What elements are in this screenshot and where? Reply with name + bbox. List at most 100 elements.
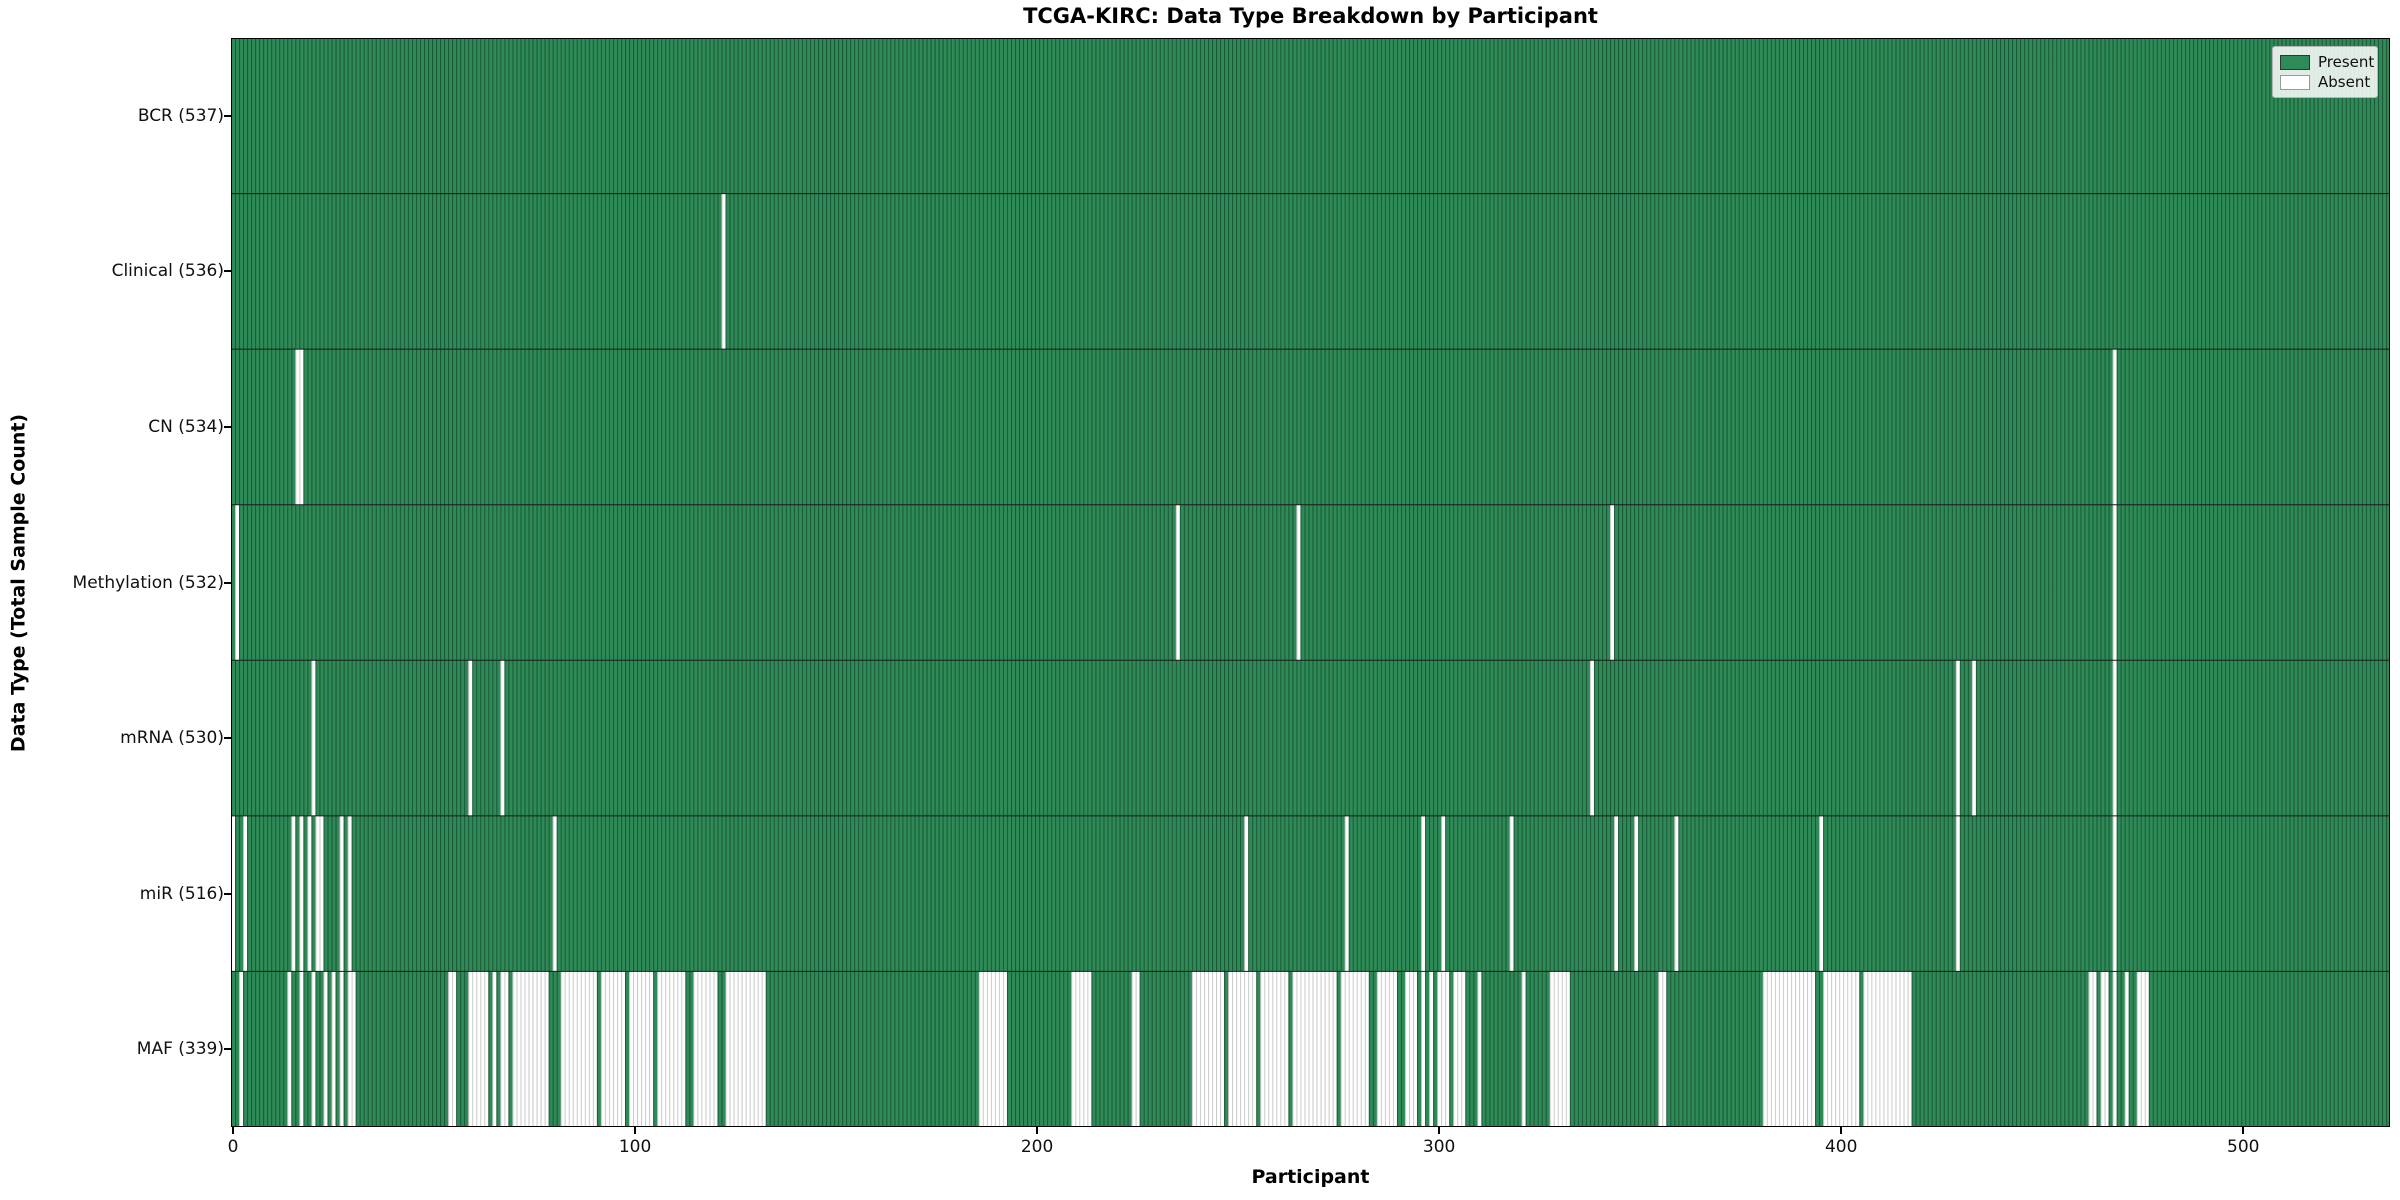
row-miR-absent-segment [1421, 815, 1426, 972]
ytick-mark [224, 270, 231, 273]
row-Methylation-absent-segment [1296, 504, 1301, 661]
row-MAF-absent-segment [239, 971, 244, 1127]
row-BCR-present [231, 38, 2390, 194]
row-MAF-absent-segment [1404, 971, 1418, 1127]
chart-title: TCGA-KIRC: Data Type Breakdown by Partic… [1023, 4, 1598, 28]
row-MAF-absent-segment [1477, 971, 1482, 1127]
xtick-mark [2242, 1127, 2245, 1134]
row-MAF-absent-segment [657, 971, 686, 1127]
row-MAF-absent-segment [1260, 971, 1289, 1127]
row-mRNA-absent-segment [1589, 660, 1594, 816]
ytick-label-mRNA: mRNA (530) [120, 728, 224, 749]
row-mRNA-absent-segment [500, 660, 505, 816]
row-MAF-absent-segment [978, 971, 1007, 1127]
row-mRNA-absent-segment [2112, 660, 2117, 816]
row-MAF-absent-segment [1437, 971, 1450, 1127]
row-MAF-absent-segment [560, 971, 597, 1127]
row-MAF-absent-segment [1292, 971, 1337, 1127]
ytick-mark [224, 1048, 231, 1051]
row-Methylation-absent-segment [1175, 504, 1180, 661]
row-MAF-absent-segment [725, 971, 766, 1127]
row-MAF-absent-segment [492, 971, 497, 1127]
row-mRNA-absent-segment [1955, 660, 1960, 816]
heatmap-svg [230, 37, 2391, 1128]
xtick-mark [1840, 1127, 1843, 1134]
legend-item-present: Present [2280, 52, 2374, 72]
row-mRNA-absent-segment [1971, 660, 1976, 816]
row-MAF-absent-segment [1131, 971, 1140, 1127]
row-Methylation-absent-segment [2112, 504, 2117, 661]
row-MAF-absent-segment [287, 971, 292, 1127]
row-miR-absent-segment [1441, 815, 1446, 972]
row-Methylation-absent-segment [235, 504, 240, 661]
row-MAF-absent-segment [1191, 971, 1225, 1127]
plot-area [230, 37, 2391, 1128]
row-miR-absent-segment [339, 815, 344, 972]
row-MAF-absent-segment [2136, 971, 2149, 1127]
xtick-mark [1036, 1127, 1039, 1134]
legend-label-absent: Absent [2318, 73, 2371, 91]
legend-swatch-absent [2280, 74, 2310, 90]
row-mRNA-present [231, 660, 2390, 816]
row-Clinical-present [231, 193, 2390, 350]
row-miR-absent-segment [1634, 815, 1639, 972]
row-miR-absent-segment [552, 815, 557, 972]
row-MAF-absent-segment [1376, 971, 1397, 1127]
row-MAF-absent-segment [1658, 971, 1667, 1127]
ytick-label-miR: miR (516) [139, 883, 224, 904]
row-MAF-absent-segment [2100, 971, 2109, 1127]
row-mRNA-absent-segment [468, 660, 473, 816]
legend-item-absent: Absent [2280, 72, 2371, 92]
row-MAF-absent-segment [323, 971, 328, 1127]
row-CN-absent-segment [2112, 349, 2117, 505]
row-MAF-absent-segment [1071, 971, 1092, 1127]
row-MAF-absent-segment [1521, 971, 1526, 1127]
row-miR-absent-segment [347, 815, 352, 972]
ytick-label-BCR: BCR (537) [137, 105, 224, 126]
row-miR-absent-segment [231, 815, 236, 972]
ytick-mark [224, 892, 231, 895]
row-Clinical-absent-segment [721, 193, 726, 350]
row-MAF-absent-segment [2124, 971, 2129, 1127]
row-MAF-absent-segment [1228, 971, 1257, 1127]
legend-swatch-present [2280, 54, 2310, 70]
row-MAF-absent-segment [331, 971, 336, 1127]
ytick-mark [224, 737, 231, 740]
xtick-label-100: 100 [618, 1137, 652, 1157]
xtick-label-300: 300 [1422, 1137, 1456, 1157]
row-MAF-absent-segment [1762, 971, 1816, 1127]
row-MAF-absent-segment [1863, 971, 1912, 1127]
row-MAF-absent-segment [2088, 971, 2097, 1127]
row-MAF-absent-segment [512, 971, 549, 1127]
row-mRNA-absent-segment [311, 660, 316, 816]
row-miR-absent-segment [315, 815, 324, 972]
row-CN-present [231, 349, 2390, 505]
ytick-mark [224, 581, 231, 584]
row-miR-absent-segment [307, 815, 312, 972]
row-MAF-absent-segment [1340, 971, 1369, 1127]
row-miR-absent-segment [1674, 815, 1679, 972]
row-MAF-absent-segment [693, 971, 718, 1127]
xtick-label-200: 200 [1020, 1137, 1054, 1157]
xtick-mark [1438, 1127, 1441, 1134]
xtick-mark [232, 1127, 234, 1134]
row-miR-absent-segment [291, 815, 296, 972]
row-miR-absent-segment [1344, 815, 1349, 972]
ytick-mark [224, 114, 231, 117]
ytick-label-MAF: MAF (339) [136, 1039, 224, 1060]
row-miR-present [231, 815, 2390, 972]
row-MAF-absent-segment [299, 971, 304, 1127]
row-MAF-absent-segment [1453, 971, 1466, 1127]
xtick-label-0: 0 [227, 1137, 239, 1157]
row-CN-absent-segment [295, 349, 304, 505]
legend: Present Absent [2272, 46, 2378, 98]
row-Methylation-present [231, 504, 2390, 661]
row-miR-absent-segment [2112, 815, 2117, 972]
row-MAF-absent-segment [1549, 971, 1570, 1127]
xtick-label-400: 400 [1824, 1137, 1858, 1157]
row-MAF-absent-segment [1421, 971, 1426, 1127]
row-MAF-absent-segment [1823, 971, 1860, 1127]
ytick-mark [224, 425, 231, 428]
xtick-mark [634, 1127, 637, 1134]
